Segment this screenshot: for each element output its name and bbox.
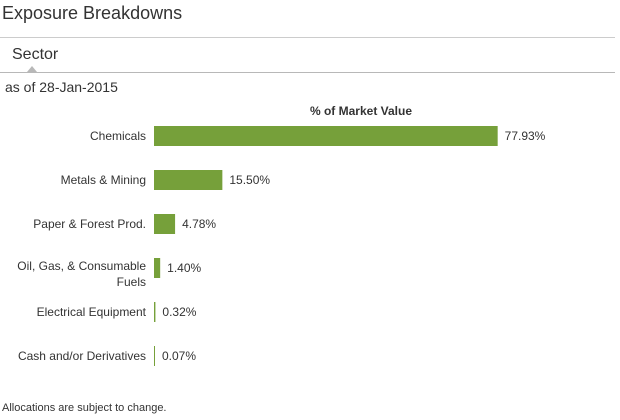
- chart-title: % of Market Value: [310, 104, 412, 118]
- bar: [154, 346, 155, 366]
- as-of-date: as of 28-Jan-2015: [5, 79, 118, 95]
- value-label: 1.40%: [167, 261, 201, 275]
- value-label: 77.93%: [505, 129, 546, 143]
- header-divider: [0, 37, 615, 38]
- category-label: Electrical Equipment: [37, 305, 147, 319]
- value-label: 0.32%: [162, 305, 196, 319]
- exposure-chart: % of Market Value Chemicals 77.93% Metals &…: [0, 95, 615, 390]
- bar: [154, 126, 498, 146]
- category-label: Metals & Mining: [61, 173, 146, 187]
- value-label: 4.78%: [182, 217, 216, 231]
- footnote: Allocations are subject to change.: [2, 402, 167, 414]
- tab-sector[interactable]: Sector: [12, 46, 59, 63]
- bar: [154, 214, 176, 234]
- bar: [154, 302, 156, 322]
- bar-chart-svg: % of Market Value Chemicals 77.93% Metals &…: [17, 104, 546, 366]
- active-tab-caret-icon: [27, 66, 37, 72]
- category-label: Fuels: [117, 275, 146, 289]
- bar: [154, 258, 161, 278]
- category-label: Cash and/or Derivatives: [18, 349, 146, 363]
- value-label: 0.07%: [162, 349, 196, 363]
- category-label: Chemicals: [90, 129, 146, 143]
- page-title: Exposure Breakdowns: [2, 3, 183, 23]
- tab-underline: [0, 72, 615, 73]
- bar: [154, 170, 223, 190]
- category-label: Paper & Forest Prod.: [33, 217, 146, 231]
- category-label: Oil, Gas, & Consumable: [17, 259, 146, 273]
- value-label: 15.50%: [229, 173, 270, 187]
